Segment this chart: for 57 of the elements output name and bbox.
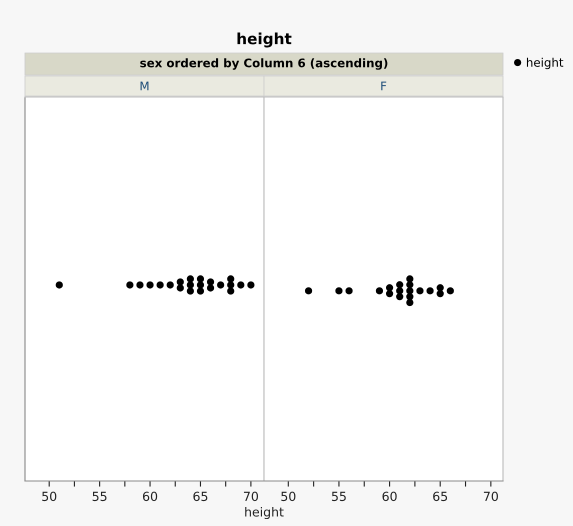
- point: [186, 275, 194, 283]
- x-tick-label: 50: [42, 492, 56, 502]
- point: [335, 287, 343, 294]
- point: [396, 293, 404, 300]
- chart-title: F: [381, 82, 386, 90]
- point: [406, 281, 414, 288]
- point: [196, 275, 204, 283]
- x-tick-label: 55: [92, 492, 106, 502]
- point: [56, 281, 63, 289]
- point: [196, 281, 204, 289]
- point: [146, 281, 154, 289]
- point: [227, 287, 234, 295]
- x-tick-label: 65: [193, 492, 208, 502]
- point: [186, 281, 194, 289]
- point: [406, 287, 414, 294]
- point: [176, 284, 184, 292]
- text: height: [237, 32, 292, 48]
- point: [237, 281, 244, 289]
- point: [217, 281, 224, 289]
- point: [426, 287, 434, 294]
- legend-label: height: [526, 58, 564, 70]
- x-tick-label: 50: [281, 492, 296, 502]
- x-tick-label: 70: [244, 492, 258, 502]
- point: [376, 287, 384, 294]
- x-tick-label: 60: [142, 492, 158, 502]
- point: [196, 287, 204, 295]
- x-tick-label: 70: [484, 492, 498, 502]
- point: [176, 278, 184, 286]
- point: [304, 287, 312, 294]
- x-tick-label: 65: [433, 492, 448, 502]
- point: [446, 287, 454, 294]
- point: [206, 284, 214, 292]
- x-axis-title: height: [245, 506, 284, 520]
- point: [406, 298, 414, 306]
- x-tick-label: 55: [332, 492, 346, 502]
- point: [436, 290, 444, 298]
- point: [386, 284, 394, 292]
- text: sex ordered by Column 6 (ascending): [140, 58, 388, 70]
- point: [126, 281, 134, 289]
- point: [396, 281, 404, 288]
- point: [436, 284, 444, 292]
- chart-title: M: [140, 82, 148, 90]
- x-tick-label: 60: [382, 492, 397, 502]
- point: [406, 275, 414, 283]
- point: [247, 281, 254, 289]
- point: [186, 287, 194, 295]
- point: [136, 281, 144, 289]
- point: [396, 287, 404, 294]
- point: [156, 281, 164, 289]
- point: [345, 287, 353, 294]
- point: [386, 290, 394, 298]
- point: [227, 281, 234, 289]
- point: [416, 287, 424, 294]
- point: [206, 278, 214, 286]
- point: [166, 281, 174, 289]
- point: [227, 275, 234, 283]
- point: [406, 293, 414, 300]
